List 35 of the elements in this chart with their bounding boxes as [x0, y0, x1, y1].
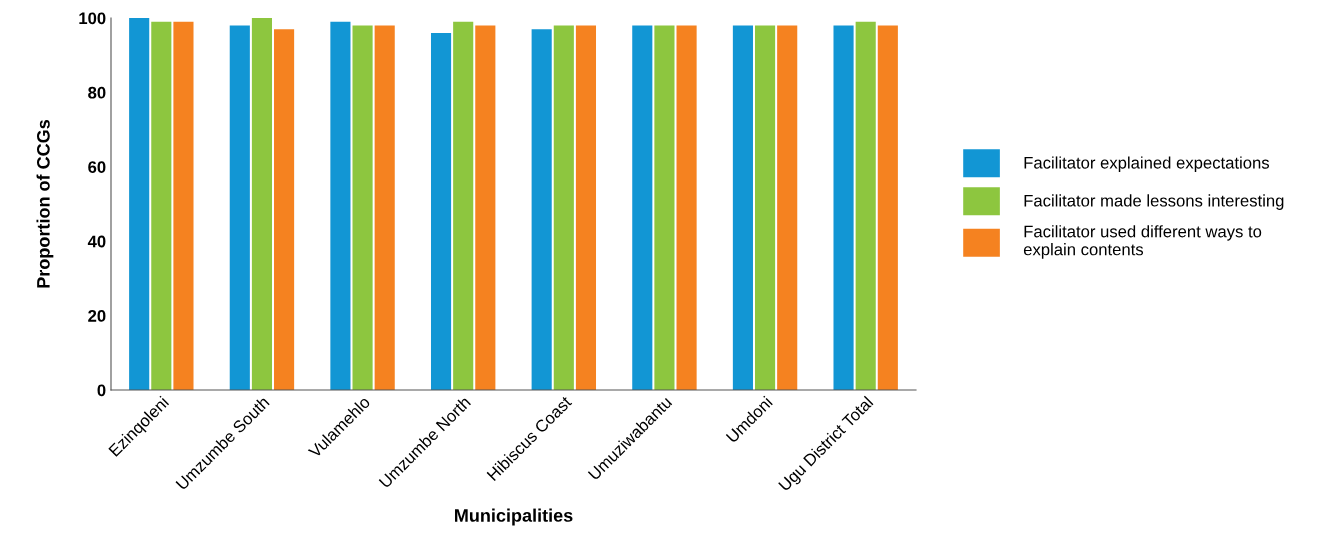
bar [632, 25, 653, 390]
bar [654, 25, 675, 390]
bar [374, 25, 395, 390]
bar [173, 21, 194, 390]
bar [251, 18, 272, 390]
bar [531, 29, 552, 390]
bar [430, 32, 452, 390]
y-axis-title: Proportion of CCGs [36, 119, 54, 288]
bar [453, 21, 474, 390]
bar [732, 25, 753, 390]
y-tick-label: 40 [87, 235, 106, 248]
bar [151, 21, 172, 390]
y-tick-label: 100 [79, 12, 106, 25]
bar [755, 25, 776, 390]
legend-label: Facilitator used different ways to explain contents [1023, 225, 1262, 259]
bar [330, 21, 351, 390]
bar [274, 29, 295, 390]
y-tick-label: 80 [88, 86, 106, 99]
bar [777, 25, 798, 390]
bar [352, 25, 373, 390]
bar [877, 25, 898, 390]
bar [855, 21, 876, 390]
y-tick-label: 60 [88, 161, 106, 173]
bar [553, 25, 574, 390]
x-axis-title: Municipalities [455, 508, 573, 526]
legend-label: Facilitator made lessons interesting [1024, 194, 1284, 210]
bar [229, 25, 250, 390]
bar [676, 25, 697, 390]
y-tick-label: 20 [88, 310, 106, 322]
bar [833, 25, 854, 390]
y-tick-label: 0 [97, 384, 106, 397]
bar [575, 25, 597, 390]
bar [475, 25, 496, 390]
legend-label: Facilitator explained expectations [1024, 156, 1270, 172]
bar [129, 18, 150, 390]
